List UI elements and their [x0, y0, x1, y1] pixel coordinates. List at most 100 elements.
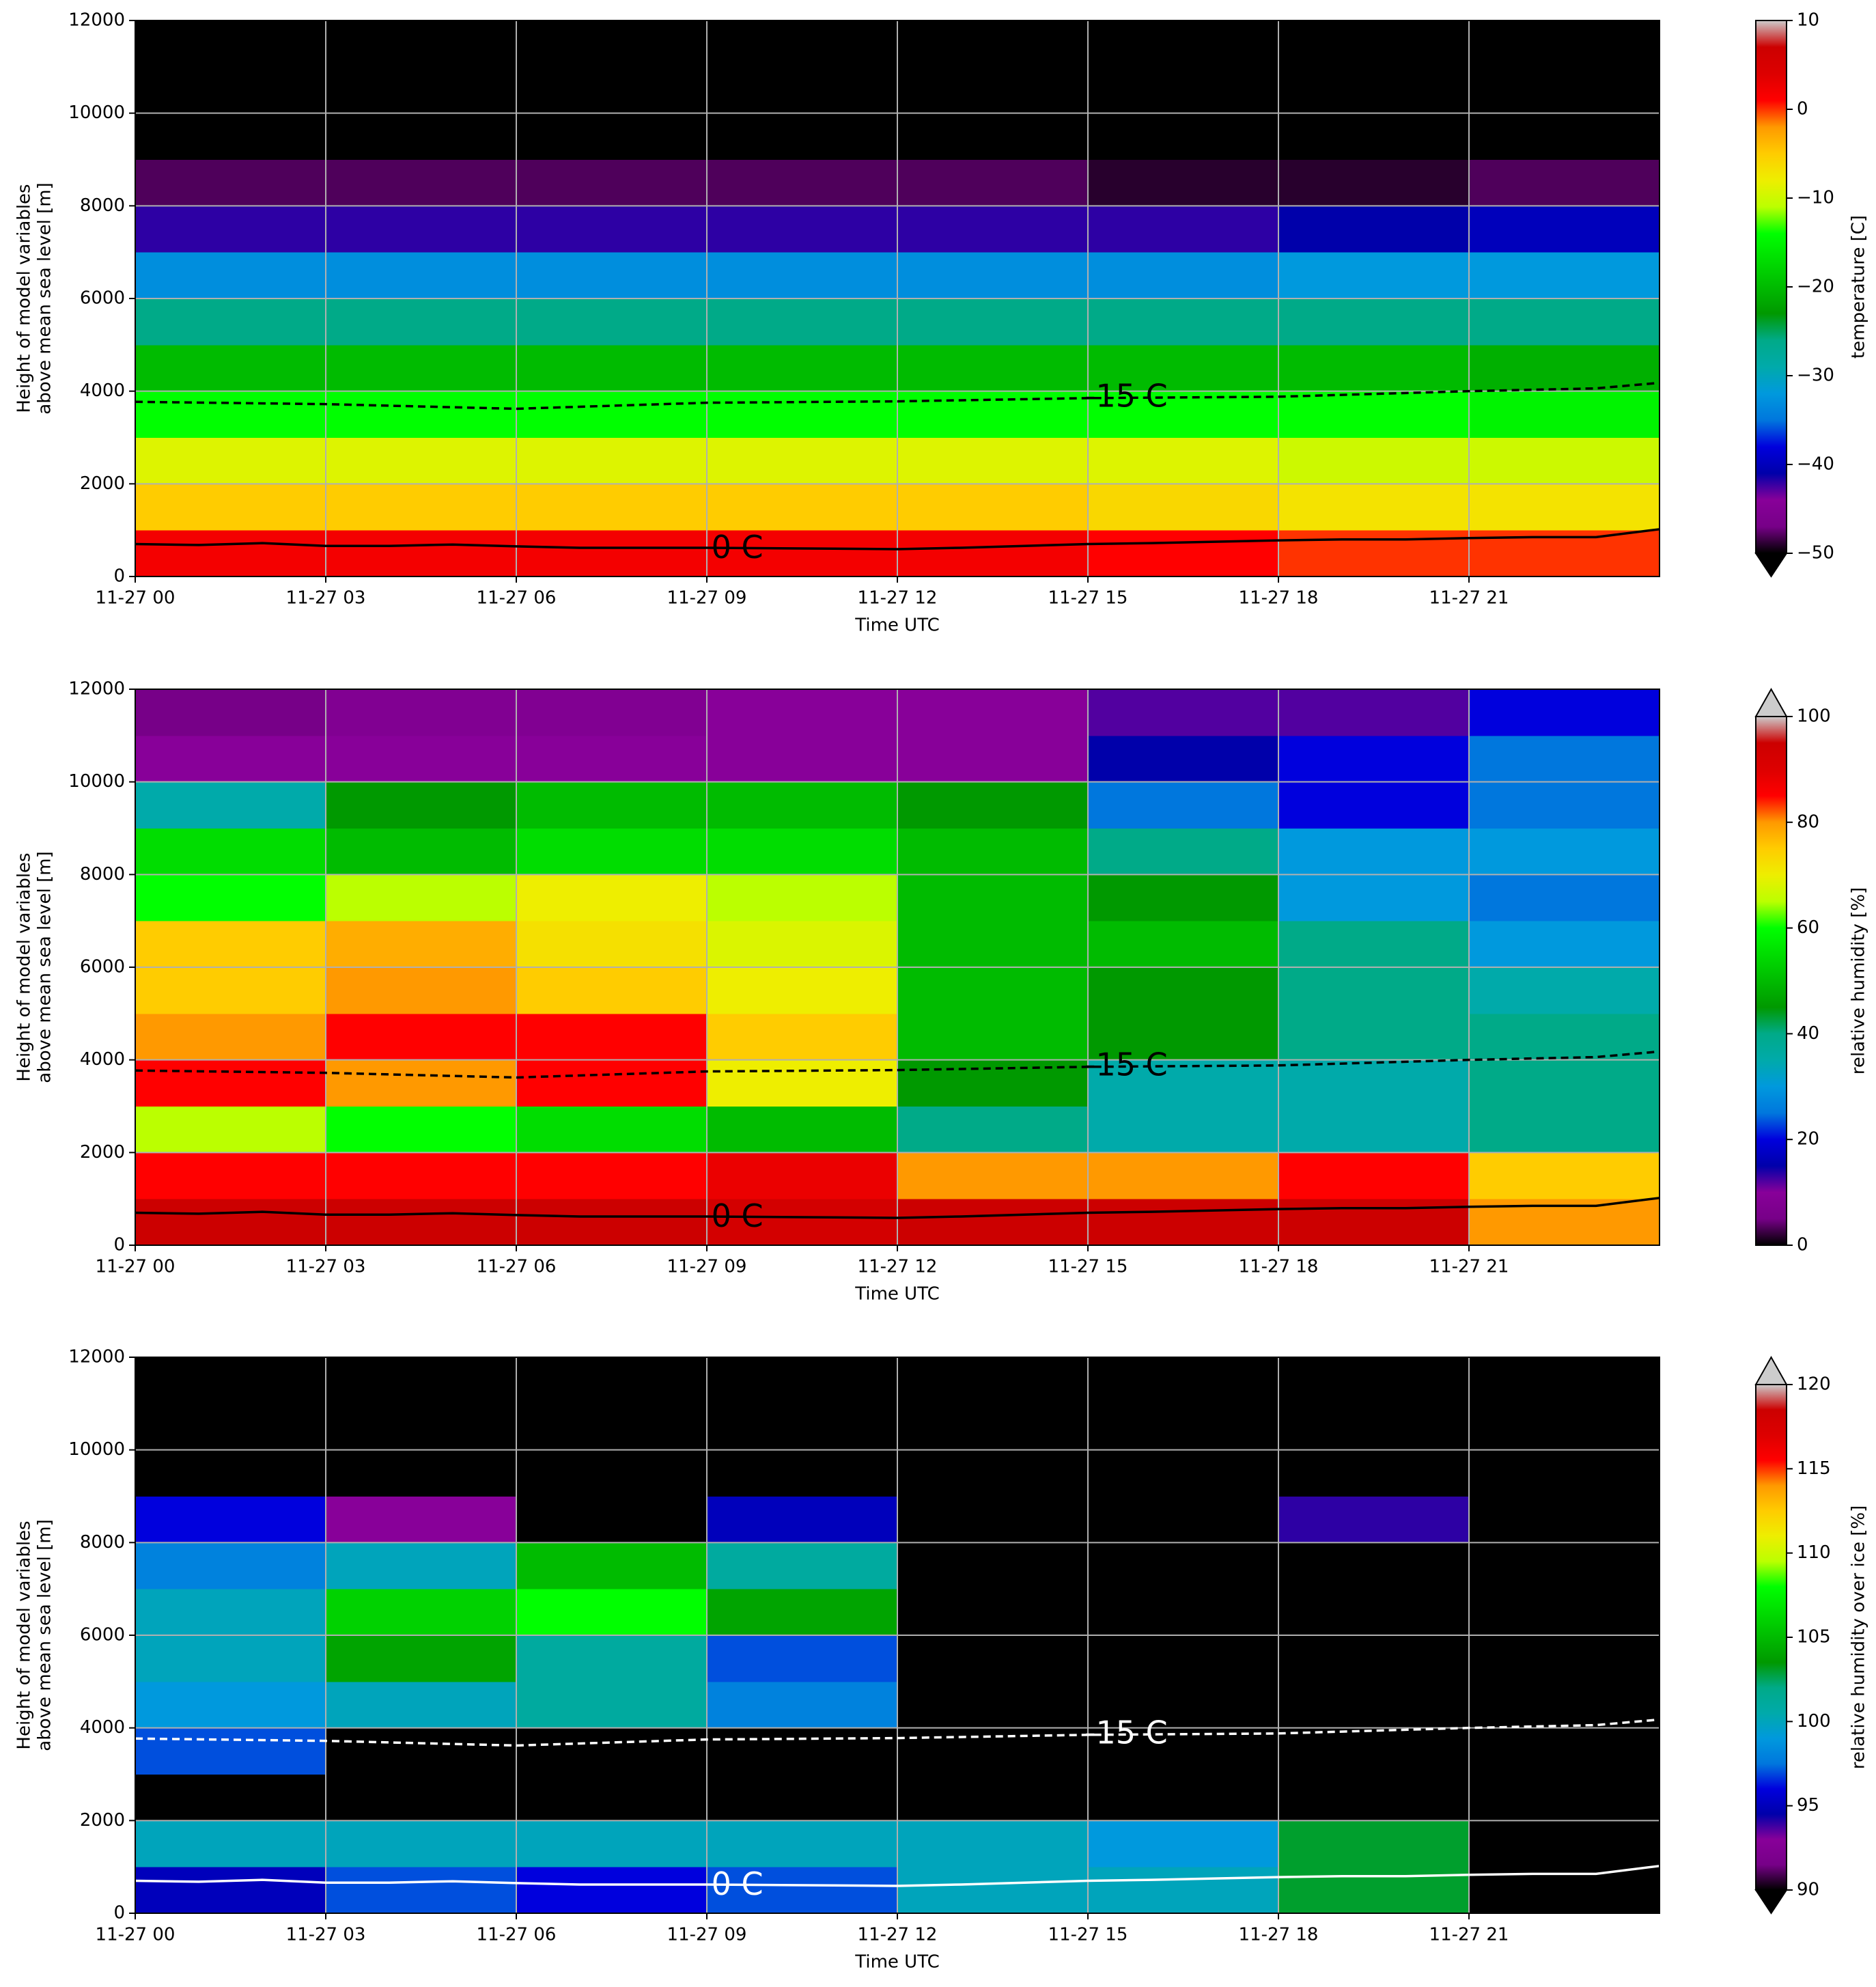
- contour-label: -15 C: [1084, 1046, 1168, 1083]
- heatmap-cell: [1278, 66, 1470, 114]
- heatmap-cell: [135, 484, 326, 531]
- heatmap-cell: [135, 967, 326, 1014]
- heatmap-cell: [326, 1635, 517, 1682]
- heatmap-cell: [897, 921, 1089, 968]
- x-tick-label: 11-27 00: [96, 1925, 176, 1945]
- heatmap-cell: [326, 874, 517, 921]
- y-axis-label: above mean sea level [m]: [35, 851, 55, 1083]
- heatmap-cell: [707, 1681, 898, 1729]
- colorbar-extend-min: [1754, 1889, 1788, 1915]
- y-tick-label: 4000: [80, 380, 125, 401]
- heatmap-cell: [326, 1496, 517, 1543]
- heatmap-cell: [707, 967, 898, 1014]
- heatmap-cell: [516, 1496, 708, 1543]
- heatmap-cell: [135, 1106, 326, 1153]
- heatmap-cell: [516, 298, 708, 346]
- heatmap-cell: [1469, 1152, 1660, 1199]
- heatmap-cell: [326, 1106, 517, 1153]
- heatmap-cell: [1469, 1542, 1660, 1589]
- heatmap-cell: [326, 1357, 517, 1404]
- heatmap-cell: [135, 1449, 326, 1497]
- heatmap-cell: [1278, 781, 1470, 829]
- heatmap-cell: [707, 1357, 898, 1404]
- heatmap-cell: [897, 113, 1089, 160]
- heatmap-cell: [897, 781, 1089, 829]
- heatmap-cell: [135, 530, 326, 577]
- x-tick-label: 11-27 09: [667, 1925, 747, 1945]
- heatmap-cell: [326, 1013, 517, 1061]
- heatmap-cell: [1278, 484, 1470, 531]
- x-tick-label: 11-27 12: [858, 588, 938, 609]
- heatmap-cell: [1278, 159, 1470, 206]
- heatmap-cell: [326, 781, 517, 829]
- heatmap-cell: [516, 20, 708, 68]
- heatmap-cell: [326, 159, 517, 206]
- heatmap-cell: [1278, 1357, 1470, 1404]
- heatmap-cell: [135, 159, 326, 206]
- heatmap-cell: [1278, 1403, 1470, 1451]
- heatmap-cell: [1278, 921, 1470, 968]
- y-tick-label: 10000: [68, 102, 125, 123]
- heatmap-cell: [897, 1403, 1089, 1451]
- heatmap-cell: [516, 781, 708, 829]
- heatmap-cell: [135, 1357, 326, 1404]
- x-tick-label: 11-27 12: [858, 1925, 938, 1945]
- heatmap-cell: [135, 1867, 326, 1914]
- y-axis-label: Height of model variables: [14, 1520, 35, 1749]
- heatmap-cell: [135, 391, 326, 438]
- heatmap-cell: [897, 159, 1089, 206]
- heatmap-cell: [897, 530, 1089, 577]
- heatmap-cell: [897, 298, 1089, 346]
- heatmap-cell: [1469, 967, 1660, 1014]
- heatmap-cell: [707, 437, 898, 484]
- heatmap-cell: [707, 1106, 898, 1153]
- heatmap-cell: [707, 1727, 898, 1775]
- heatmap-cell: [1278, 1496, 1470, 1543]
- heatmap-cell: [135, 1542, 326, 1589]
- heatmap-cell: [1088, 828, 1279, 875]
- heatmap-cell: [707, 20, 898, 68]
- heatmap-cell: [707, 66, 898, 114]
- heatmap-cell: [1088, 484, 1279, 531]
- colorbar-tick-label: −20: [1797, 277, 1834, 297]
- heatmap-cell: [1278, 206, 1470, 253]
- heatmap-cell: [1088, 1681, 1279, 1729]
- heatmap-cell: [135, 1635, 326, 1682]
- heatmap-cell: [326, 252, 517, 299]
- colorbar-tick-label: 40: [1797, 1023, 1819, 1044]
- y-tick-label: 2000: [80, 1142, 125, 1163]
- colorbar-tick-label: 115: [1797, 1458, 1831, 1479]
- contour-label: -15 C: [1084, 377, 1168, 414]
- heatmap-cell: [707, 1403, 898, 1451]
- heatmap-cell: [1469, 689, 1660, 736]
- heatmap-cell: [1088, 298, 1279, 346]
- colorbar-label: relative humidity [%]: [1849, 887, 1869, 1074]
- heatmap-cell: [135, 1727, 326, 1775]
- heatmap-cell: [1469, 735, 1660, 783]
- heatmap-cell: [516, 967, 708, 1014]
- heatmap-cell: [516, 1820, 708, 1867]
- heatmap-cell: [1469, 437, 1660, 484]
- contour-line: [135, 528, 1660, 551]
- heatmap-cell: [1469, 1496, 1660, 1543]
- heatmap-cell: [707, 1449, 898, 1497]
- heatmap-cell: [897, 1820, 1089, 1867]
- y-tick-label: 12000: [68, 679, 125, 699]
- heatmap-cell: [135, 1152, 326, 1199]
- y-tick-label: 12000: [68, 1347, 125, 1367]
- heatmap-cell: [1469, 1059, 1660, 1107]
- y-axis-label: Height of model variables: [14, 184, 35, 413]
- colorbar-tick-label: −50: [1797, 543, 1834, 564]
- heatmap-cell: [897, 1199, 1089, 1246]
- heatmap-cell: [516, 1867, 708, 1914]
- colorbar-tick-label: 0: [1797, 1235, 1808, 1255]
- heatmap-cell: [516, 1106, 708, 1153]
- heatmap-cell: [1278, 1774, 1470, 1821]
- heatmap-cell: [326, 113, 517, 160]
- heatmap-cell: [516, 206, 708, 253]
- heatmap-cell: [516, 1681, 708, 1729]
- heatmap-cell: [707, 689, 898, 736]
- heatmap-cell: [1088, 1403, 1279, 1451]
- heatmap-cell: [897, 1681, 1089, 1729]
- heatmap-cell: [326, 1403, 517, 1451]
